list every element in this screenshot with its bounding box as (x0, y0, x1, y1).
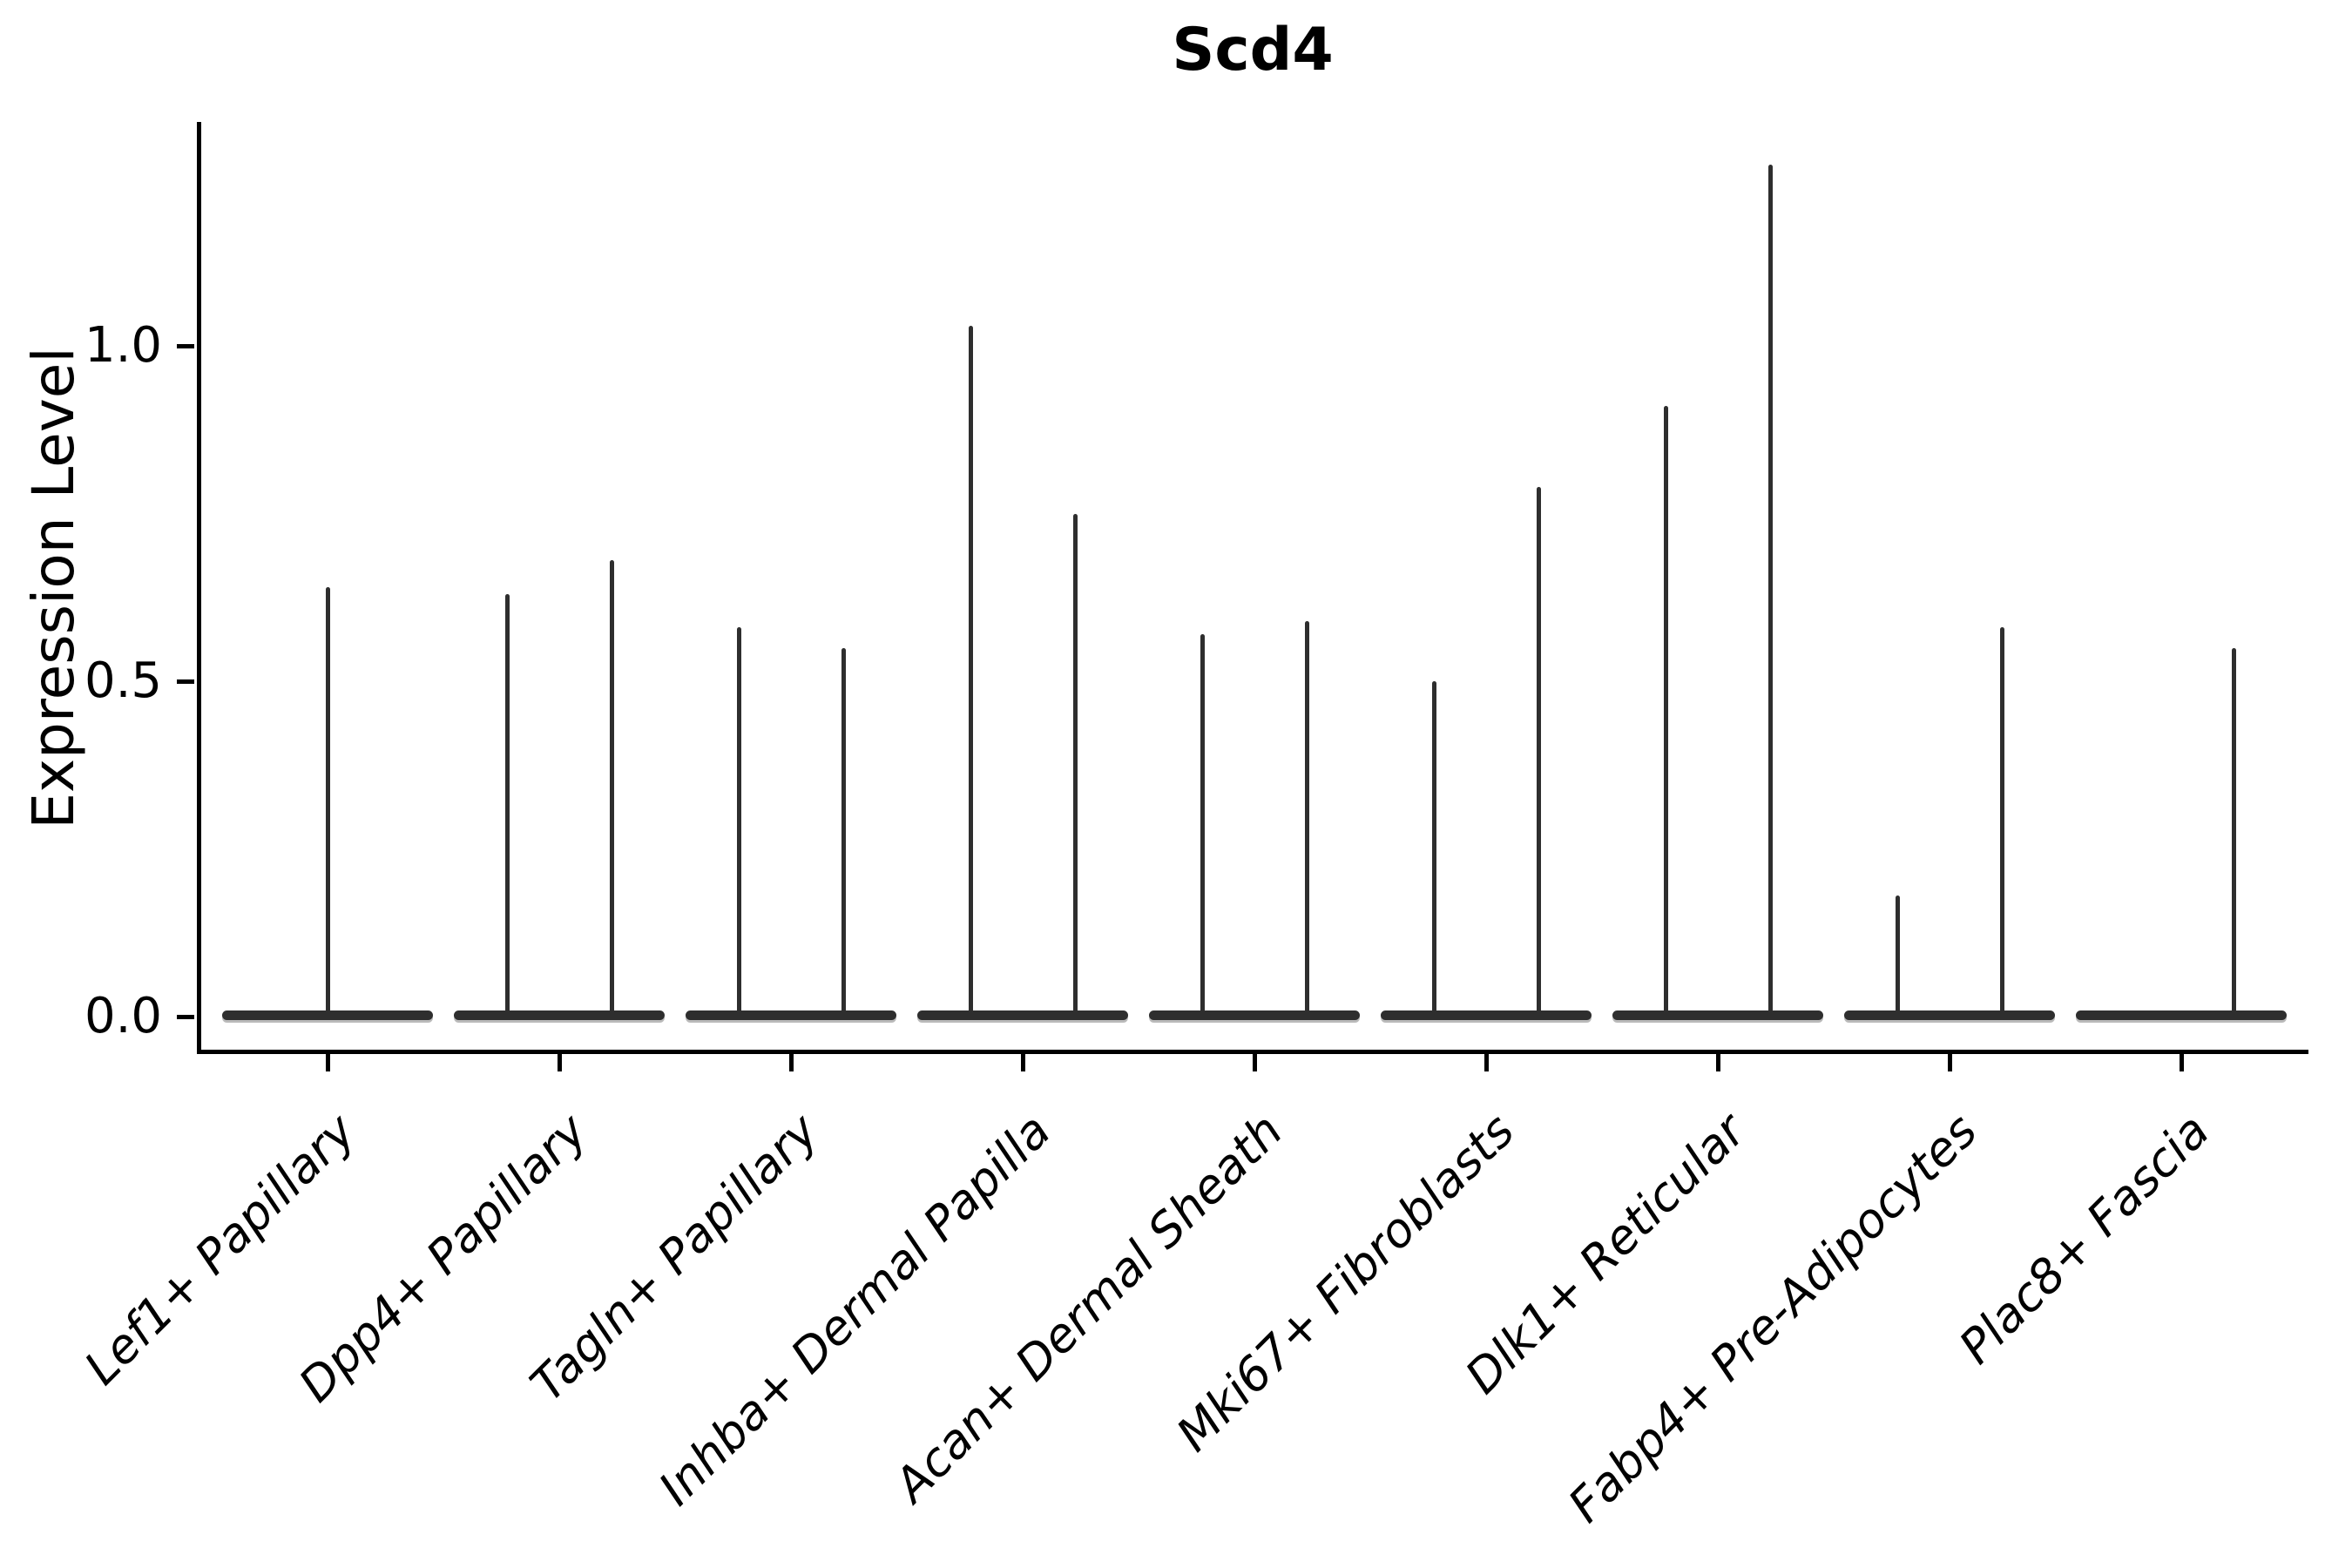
violin-spike (1072, 513, 1078, 1014)
violin-body (1381, 1010, 1592, 1020)
x-axis-tick (326, 1054, 330, 1071)
violin-spike (1663, 406, 1668, 1014)
x-axis-tick (1253, 1054, 1257, 1071)
x-tick-label: Fabp4+ Pre-Adipocytes (1558, 1103, 1988, 1533)
violin-body (1149, 1010, 1360, 1020)
x-axis-tick (1948, 1054, 1952, 1071)
violin-spike (609, 560, 614, 1014)
x-tick-label: Acan+ Dermal Sheath (883, 1103, 1293, 1513)
violin-spike (841, 647, 846, 1014)
violin-spike (1895, 896, 1900, 1014)
x-axis-tick (558, 1054, 562, 1071)
y-tick-label: 0.0 (84, 988, 162, 1044)
violin-spike (2231, 647, 2236, 1014)
y-axis-title: Expression Level (20, 347, 87, 829)
x-tick-label: Plac8+ Fascia (1948, 1103, 2220, 1375)
violin-body (454, 1010, 665, 1020)
violin-body (917, 1010, 1128, 1020)
violin-spike (1536, 486, 1541, 1014)
x-tick-label: Inhba+ Dermal Papilla (648, 1103, 1061, 1517)
violin-spike (504, 593, 510, 1014)
x-axis-tick (1716, 1054, 1720, 1071)
violin-spike (325, 587, 330, 1014)
violin-spike (1431, 681, 1436, 1014)
violin-body (686, 1010, 896, 1020)
violin-spike (1767, 165, 1773, 1014)
plot-area (197, 122, 2308, 1054)
y-axis-tick (177, 679, 194, 684)
violin-body (1612, 1010, 1823, 1020)
violin-body (1844, 1010, 2055, 1020)
violin-spike (1304, 620, 1309, 1014)
violin-spike (1200, 634, 1205, 1014)
y-axis-tick (177, 344, 194, 348)
x-axis-tick (2180, 1054, 2184, 1071)
violin-spike (968, 325, 973, 1014)
violin-body (2076, 1010, 2287, 1020)
violin-spike (1999, 627, 2004, 1014)
y-tick-label: 0.5 (84, 652, 162, 709)
y-tick-label: 1.0 (84, 317, 162, 374)
x-axis-tick (1021, 1054, 1025, 1071)
x-axis-tick (1484, 1054, 1489, 1071)
x-axis-tick (789, 1054, 794, 1071)
violin-body (222, 1010, 433, 1020)
chart-title: Scd4 (1172, 16, 1334, 84)
y-axis-tick (177, 1015, 194, 1019)
violin-spike (736, 627, 741, 1014)
